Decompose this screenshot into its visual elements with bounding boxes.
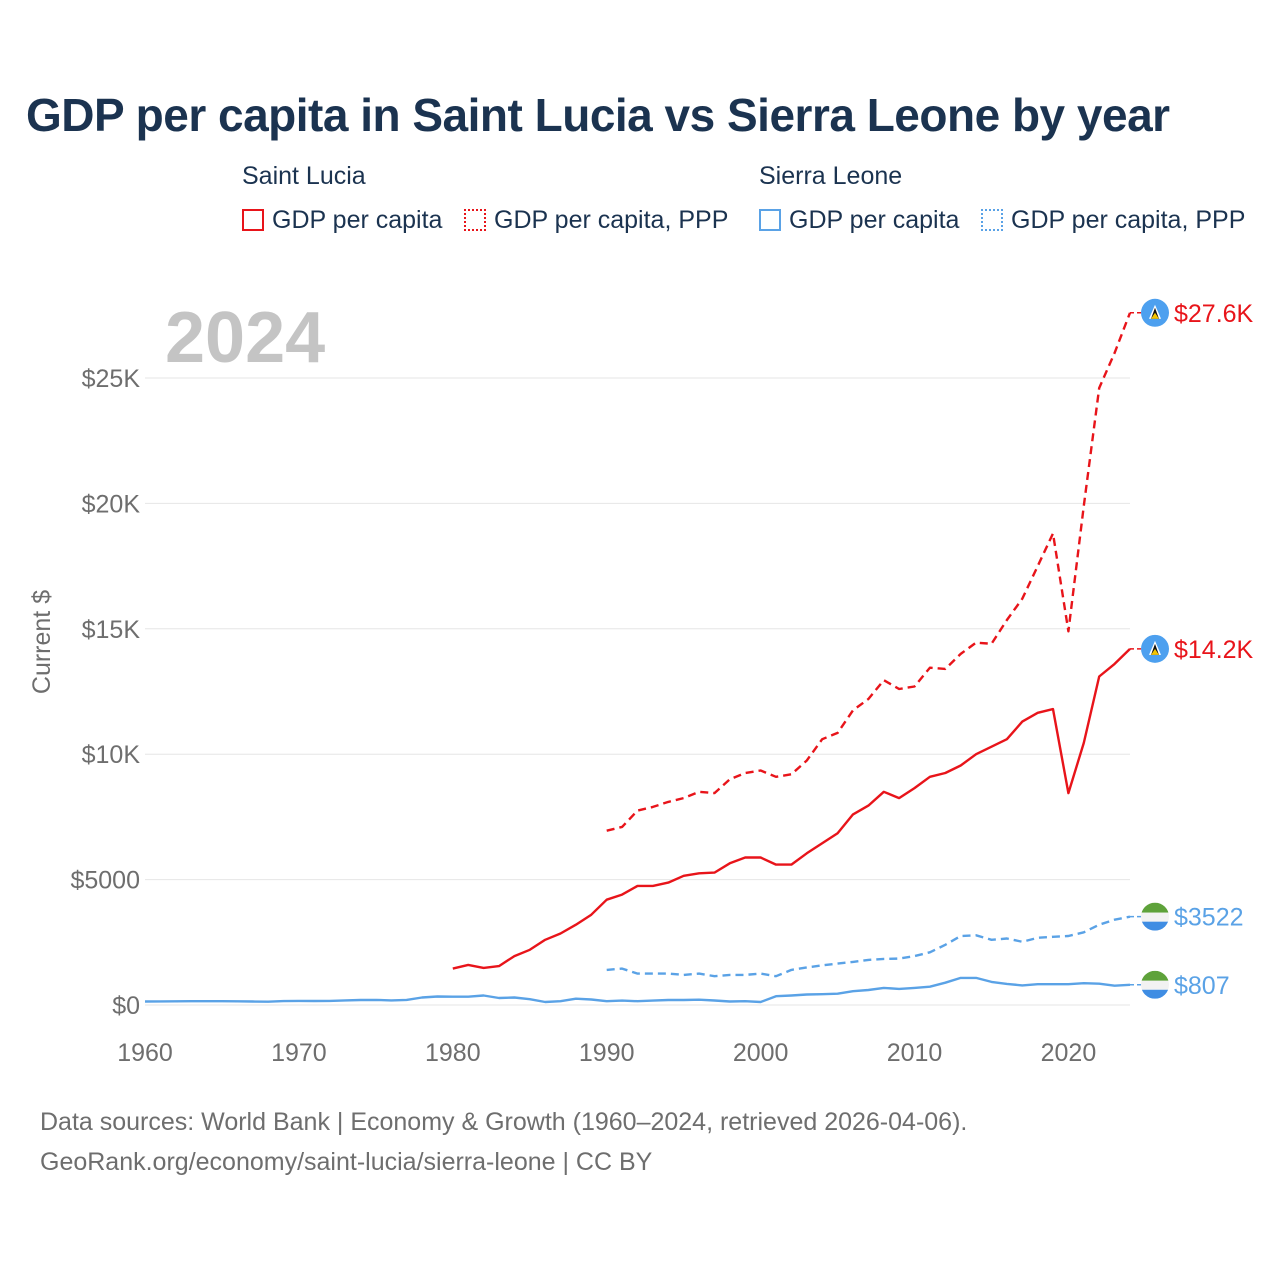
legend-label: GDP per capita (272, 205, 443, 234)
saint-lucia-flag-icon (1141, 634, 1169, 663)
sierra-leone-flag-icon (1141, 902, 1169, 931)
y-tick-label: $0 (112, 992, 140, 1020)
x-tick-label: 1980 (425, 1039, 481, 1067)
legend-item-sierra-leone-ppp[interactable]: GDP per capita, PPP (981, 204, 1245, 236)
y-tick-label: $5000 (70, 867, 140, 895)
legend-label: GDP per capita (789, 205, 960, 234)
year-watermark: 2024 (165, 298, 325, 378)
end-labels: $14.2K $27.6K $807 $3522 (1130, 298, 1254, 1000)
legend-label: GDP per capita, PPP (494, 205, 729, 234)
x-tick-label: 2020 (1041, 1039, 1097, 1067)
legend-swatch-solid-red (242, 209, 264, 231)
end-value-label: $807 (1174, 972, 1230, 1000)
end-value-label: $3522 (1174, 904, 1244, 932)
end-value-label: $14.2K (1174, 636, 1254, 664)
footer-sources: Data sources: World Bank | Economy & Gro… (40, 1108, 968, 1136)
end-value-label: $27.6K (1174, 300, 1254, 328)
y-axis-label: Current $ (28, 590, 56, 694)
x-tick-label: 1970 (271, 1039, 327, 1067)
x-tick-label: 1990 (579, 1039, 635, 1067)
legend-swatch-solid-blue (759, 209, 781, 231)
y-axis: $0 $5000 $10K $15K $20K $25K (70, 365, 140, 1020)
legend-swatch-dotted-red (464, 209, 486, 231)
legend-item-saint-lucia-ppp[interactable]: GDP per capita, PPP (464, 204, 728, 236)
legend-label: GDP per capita, PPP (1011, 205, 1246, 234)
series-line (606, 915, 1131, 978)
series-lines (144, 312, 1132, 1004)
sierra-leone-flag-icon (1141, 970, 1169, 999)
x-tick-label: 1960 (117, 1039, 173, 1067)
y-tick-label: $20K (82, 490, 141, 518)
footer-link[interactable]: GeoRank.org/economy/saint-lucia/sierra-l… (40, 1148, 653, 1176)
y-tick-label: $10K (82, 741, 141, 769)
legend-group-sierra-leone: Sierra Leone (759, 162, 903, 190)
x-axis: 1960 1970 1980 1990 2000 2010 2020 (117, 1039, 1096, 1067)
legend-swatch-dotted-blue (981, 209, 1003, 231)
gridlines (145, 377, 1130, 1006)
x-tick-label: 2000 (733, 1039, 789, 1067)
legend-item-saint-lucia-gdp[interactable]: GDP per capita (242, 204, 442, 236)
series-line (606, 312, 1132, 832)
series-line (144, 976, 1131, 1004)
legend-group-saint-lucia: Saint Lucia (242, 162, 366, 190)
series-line (452, 648, 1131, 970)
saint-lucia-flag-icon (1141, 298, 1169, 327)
y-tick-label: $25K (82, 365, 141, 393)
legend-item-sierra-leone-gdp[interactable]: GDP per capita (759, 204, 959, 236)
chart-title: GDP per capita in Saint Lucia vs Sierra … (26, 89, 1170, 141)
x-tick-label: 2010 (887, 1039, 943, 1067)
y-tick-label: $15K (82, 616, 141, 644)
